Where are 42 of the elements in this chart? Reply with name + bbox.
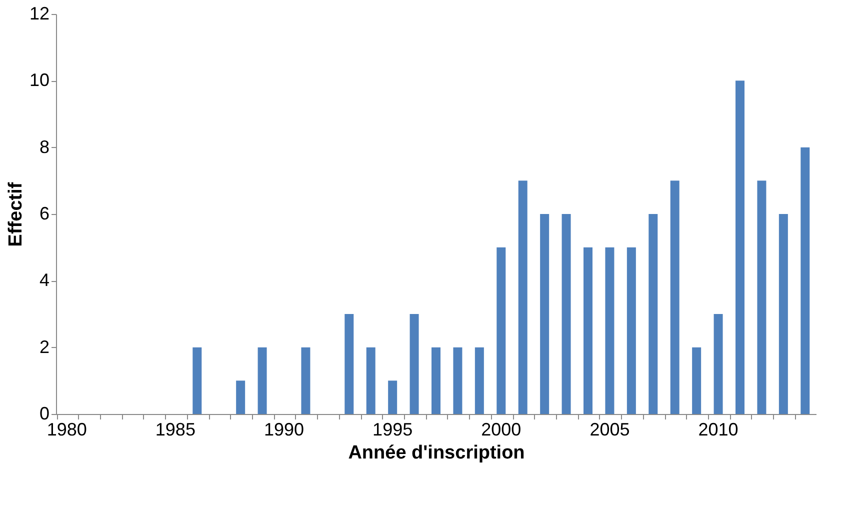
bar: [432, 347, 440, 414]
bar: [584, 247, 592, 414]
y-tick-label: 0: [39, 404, 50, 424]
x-tick-label: 1995: [372, 420, 413, 440]
y-tick-label: 4: [39, 270, 50, 290]
bar: [605, 247, 614, 414]
y-tick-label: 6: [39, 204, 50, 224]
y-tick-label: 8: [39, 136, 50, 157]
bar: [714, 314, 723, 414]
bar: [626, 247, 636, 414]
bar: [388, 380, 398, 414]
bar: [366, 347, 376, 414]
x-tick-label: 1985: [155, 420, 196, 440]
bar: [258, 347, 267, 414]
x-tick-label: 1980: [46, 420, 87, 440]
bar: [692, 347, 702, 414]
bar: [540, 214, 550, 414]
x-axis-title: Année d'inscription: [348, 442, 525, 464]
bar: [778, 214, 788, 414]
y-tick-label: 12: [29, 4, 50, 24]
bar: [518, 180, 528, 414]
y-tick-label: 10: [29, 70, 50, 90]
y-tick-label: 2: [39, 336, 50, 357]
bar: [800, 147, 810, 414]
bar: [736, 80, 744, 414]
bar: [301, 347, 310, 414]
bar: [453, 347, 462, 414]
bar: [757, 180, 766, 414]
bar: [670, 180, 680, 414]
bar: [648, 214, 658, 414]
x-tick-label: 2005: [590, 420, 630, 440]
y-axis-title: Effectif: [5, 182, 26, 247]
bar: [474, 347, 484, 414]
x-tick-label: 2010: [698, 420, 738, 440]
bar: [410, 314, 419, 414]
bar: [236, 380, 246, 414]
bar: [496, 247, 506, 414]
bar: [192, 347, 202, 414]
bar: [562, 214, 571, 414]
bar: [344, 314, 354, 414]
x-tick-label: 2000: [481, 420, 522, 440]
x-tick-label: 1990: [264, 420, 304, 440]
